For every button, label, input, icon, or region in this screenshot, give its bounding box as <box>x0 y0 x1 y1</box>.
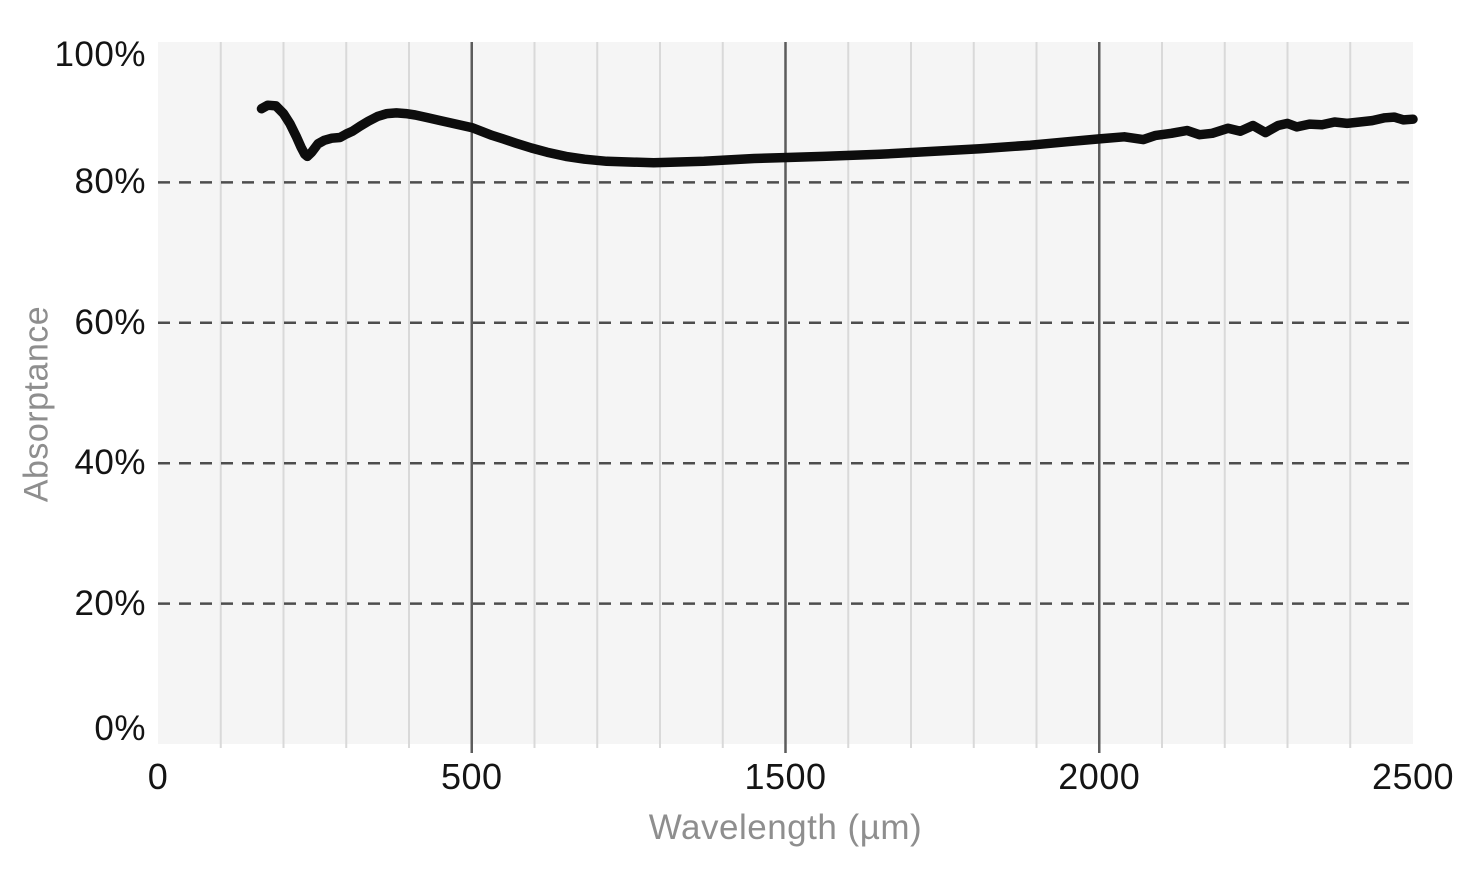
x-tick-label: 2000 <box>1058 756 1141 797</box>
absorptance-curve <box>256 100 1418 168</box>
x-tick-label: 0 <box>147 756 169 797</box>
y-tick-label: 60% <box>74 302 146 342</box>
x-axis-title: Wavelength (µm) <box>648 808 923 847</box>
y-axis-tick-labels: 0% 20% 40% 60% 80% 100% <box>0 0 148 876</box>
x-tick-label: 1500 <box>744 756 827 797</box>
y-axis-title: Absorptance <box>17 305 56 503</box>
y-tick-label: 80% <box>74 162 146 202</box>
y-tick-label: 0% <box>94 709 146 748</box>
x-tick-label: 2500 <box>1371 756 1455 797</box>
x-tick-label: 500 <box>440 756 503 797</box>
y-tick-label: 100% <box>54 35 146 74</box>
y-tick-label: 40% <box>74 443 146 483</box>
y-tick-label: 20% <box>74 583 146 623</box>
